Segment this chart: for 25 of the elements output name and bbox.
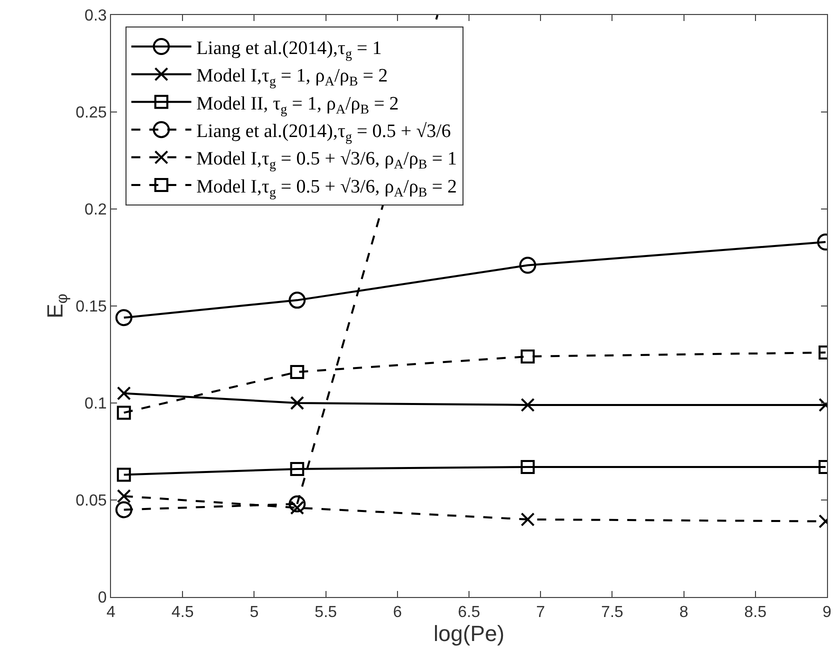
legend-label: Model I,τ$_{g}$ = 0.5 + √3/6, ρ$_{A}$/ρ$_{B}$ = 1: [196, 148, 457, 172]
x-tick-label: 4.5: [171, 604, 194, 622]
x-tick-label: 5: [250, 604, 259, 622]
legend-label: Model I,τ$_{g}$ = 0.5 + √3/6, ρ$_{A}$/ρ$_{B}$ = 2: [196, 176, 457, 200]
y-tick-label: 0.15: [76, 298, 107, 316]
legend-label: Liang et al.(2014),τ$_{g}$ = 0.5 + √3/6: [196, 121, 451, 144]
y-tick-label: 0: [98, 590, 107, 607]
legend-label: Model I,τ$_{g}$ = 1, ρ$_{A}$/ρ$_{B}$ = 2: [196, 66, 388, 89]
x-tick-label: 7: [536, 604, 546, 622]
x-tick-label: 6: [392, 604, 402, 622]
y-tick-label: 0.2: [84, 202, 107, 219]
x-tick-label: 7.5: [601, 604, 624, 622]
x-tick-label: 4: [106, 604, 116, 622]
legend-label: Model II, τ$_{g}$ = 1, ρ$_{A}$/ρ$_{B}$ = 2: [196, 93, 399, 116]
x-tick-label: 9: [822, 604, 832, 622]
y-tick-label: 0.1: [84, 396, 107, 413]
legend-label: Liang et al.(2014),τ$_{g}$ = 1: [196, 38, 382, 61]
x-tick-label: 6.5: [458, 604, 480, 622]
x-axis-title: log(Pe): [434, 621, 504, 646]
x-tick-label: 5.5: [314, 604, 338, 622]
x-tick-label: 8: [679, 604, 688, 622]
x-tick-label: 8.5: [744, 604, 767, 622]
y-tick-label: 0.05: [76, 492, 107, 510]
y-tick-label: 0.25: [76, 104, 107, 122]
y-tick-label: 0.3: [84, 8, 107, 25]
